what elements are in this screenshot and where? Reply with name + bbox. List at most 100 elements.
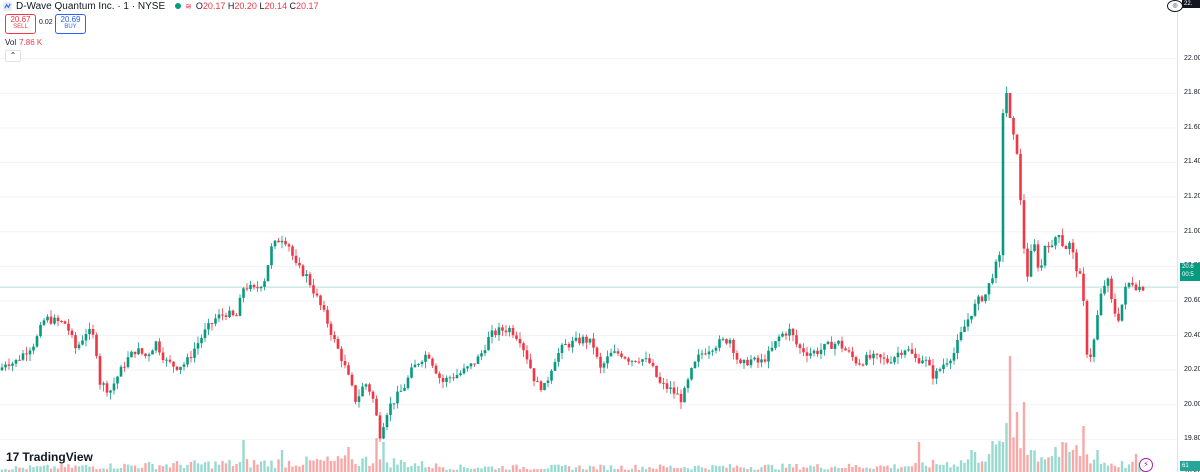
- candle-body[interactable]: [1057, 235, 1061, 238]
- candle-body[interactable]: [49, 316, 53, 324]
- candle-body[interactable]: [74, 335, 77, 349]
- candle-body[interactable]: [599, 356, 602, 368]
- candle-body[interactable]: [1054, 237, 1057, 246]
- candle-body[interactable]: [179, 366, 182, 370]
- candle-body[interactable]: [931, 365, 935, 379]
- candle-body[interactable]: [95, 334, 98, 357]
- candle-body[interactable]: [203, 329, 207, 339]
- candle-body[interactable]: [322, 305, 326, 310]
- candle-body[interactable]: [98, 356, 102, 385]
- candle-body[interactable]: [1047, 245, 1050, 248]
- candle-body[interactable]: [326, 309, 329, 324]
- candle-body[interactable]: [732, 339, 735, 354]
- candle-body[interactable]: [252, 284, 256, 288]
- candle-body[interactable]: [718, 339, 721, 348]
- candle-body[interactable]: [42, 320, 46, 325]
- candle-body[interactable]: [977, 296, 980, 304]
- candle-body[interactable]: [1127, 282, 1131, 287]
- candle-body[interactable]: [473, 363, 476, 365]
- candle-body[interactable]: [144, 353, 147, 357]
- candle-body[interactable]: [816, 350, 819, 355]
- candle-body[interactable]: [802, 348, 805, 353]
- candle-body[interactable]: [910, 349, 914, 354]
- candle-body[interactable]: [851, 351, 854, 358]
- candle-body[interactable]: [553, 361, 557, 371]
- candle-body[interactable]: [469, 363, 473, 367]
- candle-body[interactable]: [483, 350, 487, 354]
- candle-body[interactable]: [854, 357, 858, 364]
- candle-body[interactable]: [389, 403, 392, 416]
- candle-body[interactable]: [833, 343, 837, 349]
- candle-body[interactable]: [1141, 286, 1145, 291]
- candle-body[interactable]: [676, 393, 679, 395]
- candle-body[interactable]: [588, 338, 592, 343]
- candle-body[interactable]: [564, 343, 567, 345]
- candle-body[interactable]: [1138, 286, 1141, 291]
- candle-body[interactable]: [165, 359, 168, 361]
- candle-body[interactable]: [886, 358, 889, 363]
- candle-body[interactable]: [462, 368, 466, 374]
- candle-body[interactable]: [1026, 248, 1029, 277]
- candle-body[interactable]: [879, 354, 882, 358]
- candle-body[interactable]: [1061, 235, 1064, 247]
- candle-body[interactable]: [266, 265, 270, 282]
- candle-body[interactable]: [476, 356, 480, 364]
- candle-body[interactable]: [875, 353, 879, 355]
- candle-body[interactable]: [508, 327, 511, 333]
- candle-body[interactable]: [396, 391, 399, 404]
- candle-body[interactable]: [123, 366, 126, 368]
- candle-body[interactable]: [858, 363, 861, 365]
- candle-body[interactable]: [1078, 271, 1082, 274]
- candle-body[interactable]: [14, 359, 18, 364]
- candle-body[interactable]: [403, 388, 406, 391]
- candle-body[interactable]: [686, 379, 690, 389]
- candle-body[interactable]: [186, 357, 189, 365]
- candle-body[interactable]: [308, 274, 312, 286]
- candle-body[interactable]: [592, 338, 595, 348]
- candle-body[interactable]: [452, 377, 455, 379]
- candle-body[interactable]: [606, 356, 609, 364]
- candle-body[interactable]: [826, 341, 830, 345]
- candle-body[interactable]: [840, 340, 844, 349]
- candle-body[interactable]: [480, 353, 483, 357]
- candle-body[interactable]: [221, 314, 224, 316]
- candle-body[interactable]: [228, 310, 231, 317]
- candle-body[interactable]: [1131, 282, 1134, 285]
- candle-body[interactable]: [613, 351, 616, 353]
- candle-body[interactable]: [742, 359, 746, 364]
- candle-body[interactable]: [504, 330, 508, 333]
- candle-body[interactable]: [172, 361, 175, 367]
- candle-body[interactable]: [217, 314, 221, 319]
- candle-body[interactable]: [984, 294, 987, 302]
- sell-button[interactable]: 20.67 SELL: [5, 14, 36, 34]
- candle-body[interactable]: [781, 333, 784, 337]
- candle-body[interactable]: [455, 375, 459, 378]
- candle-body[interactable]: [343, 361, 347, 366]
- candle-body[interactable]: [511, 327, 515, 336]
- candle-body[interactable]: [812, 350, 816, 354]
- candle-body[interactable]: [487, 336, 490, 351]
- candle-body[interactable]: [1029, 250, 1033, 277]
- candle-body[interactable]: [294, 255, 298, 263]
- candle-body[interactable]: [1082, 273, 1085, 301]
- candle-body[interactable]: [147, 354, 151, 357]
- candle-body[interactable]: [382, 427, 385, 439]
- candle-body[interactable]: [392, 403, 396, 405]
- candle-body[interactable]: [448, 377, 452, 379]
- candle-body[interactable]: [550, 370, 553, 381]
- candle-body[interactable]: [1022, 200, 1026, 249]
- candle-body[interactable]: [711, 350, 714, 352]
- candle-body[interactable]: [35, 336, 39, 347]
- candle-body[interactable]: [798, 344, 802, 349]
- candle-body[interactable]: [609, 352, 613, 357]
- candle-body[interactable]: [130, 351, 133, 358]
- candle-body[interactable]: [441, 377, 445, 382]
- candle-body[interactable]: [987, 283, 991, 295]
- candle-body[interactable]: [809, 353, 812, 356]
- candle-body[interactable]: [973, 303, 977, 316]
- candle-body[interactable]: [945, 363, 949, 365]
- candle-body[interactable]: [291, 246, 294, 256]
- candle-body[interactable]: [634, 360, 637, 362]
- candle-body[interactable]: [823, 344, 826, 350]
- candle-body[interactable]: [1019, 153, 1022, 201]
